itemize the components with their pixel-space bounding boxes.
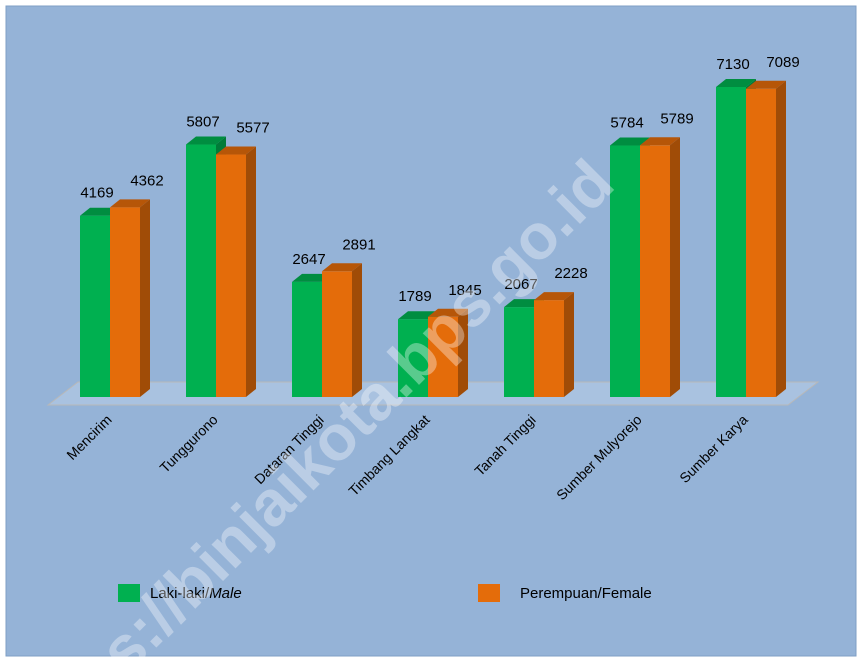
bar — [534, 292, 574, 397]
data-label: 2647 — [292, 251, 325, 268]
bar-top — [534, 292, 574, 301]
bar — [322, 263, 362, 397]
data-label: 5577 — [236, 119, 269, 136]
bar-front — [504, 307, 534, 397]
bar — [640, 137, 680, 397]
bar-front — [746, 88, 776, 398]
legend-swatch — [118, 584, 140, 602]
bar-side — [670, 137, 680, 397]
bar-front — [398, 319, 428, 397]
data-label: 5807 — [186, 113, 219, 130]
bar — [746, 80, 786, 398]
bar-side — [776, 80, 786, 398]
data-label: 5784 — [610, 114, 643, 131]
legend-label-part: Laki-laki/ — [150, 585, 210, 602]
legend-label: Laki-laki/Male — [150, 585, 242, 602]
bar-side — [564, 292, 574, 397]
bar-front — [186, 144, 216, 397]
bar-front — [216, 154, 246, 397]
data-label: 2067 — [504, 276, 537, 293]
bar-front — [428, 316, 458, 397]
legend-swatch — [478, 584, 500, 602]
bar-front — [322, 271, 352, 397]
bar-top — [428, 308, 468, 317]
bar-side — [458, 308, 468, 397]
bar-top — [716, 79, 756, 87]
data-label: 1845 — [448, 282, 481, 299]
data-label: 4169 — [80, 185, 113, 202]
bar-top — [186, 136, 226, 145]
bar-front — [716, 87, 746, 397]
data-label: 4362 — [130, 172, 163, 189]
legend-label: Perempuan/Female — [520, 585, 652, 602]
bar-top — [746, 80, 786, 89]
bar — [110, 199, 150, 397]
data-label: 7130 — [716, 56, 749, 73]
bar-top — [110, 199, 150, 208]
bar-top — [610, 137, 650, 146]
bar-front — [610, 145, 640, 397]
bar-front — [80, 215, 110, 397]
bar-top — [216, 146, 256, 155]
bar-front — [534, 300, 564, 397]
bar-top — [640, 137, 680, 146]
bar-side — [140, 199, 150, 397]
bar-front — [110, 207, 140, 397]
data-label: 2228 — [554, 265, 587, 282]
bar — [216, 146, 256, 397]
bar-side — [352, 263, 362, 397]
data-label: 2891 — [342, 236, 375, 253]
bar-top — [322, 263, 362, 272]
data-label: 1789 — [398, 288, 431, 305]
bar — [428, 308, 468, 397]
bar-front — [292, 281, 322, 397]
bar-side — [246, 146, 256, 397]
data-label: 7089 — [766, 54, 799, 71]
bar-front — [640, 145, 670, 397]
data-label: 5789 — [660, 110, 693, 127]
legend-label-part: Male — [209, 585, 242, 602]
